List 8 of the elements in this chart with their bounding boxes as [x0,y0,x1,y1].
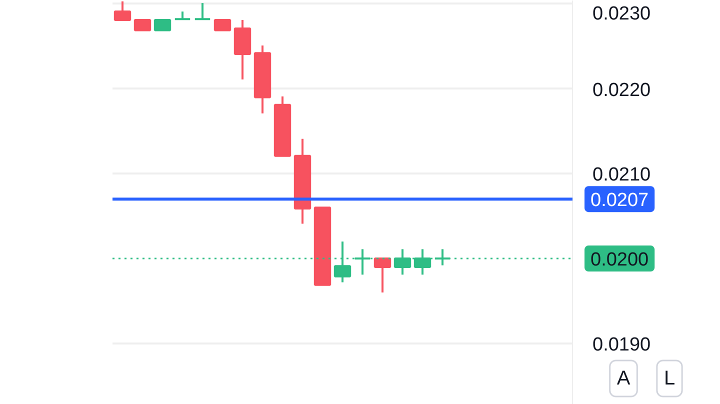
text: L [664,368,676,390]
y-tick-label: 0.0190 [592,334,651,356]
y-tick-label: 0.0210 [592,164,651,186]
ref-line-label: 0.0207 [590,190,649,212]
ref-line-label: 0.0200 [590,250,649,271]
y-tick-label: 0.0230 [592,4,651,24]
text: A [616,368,631,390]
y-tick-label: 0.0220 [592,80,651,101]
